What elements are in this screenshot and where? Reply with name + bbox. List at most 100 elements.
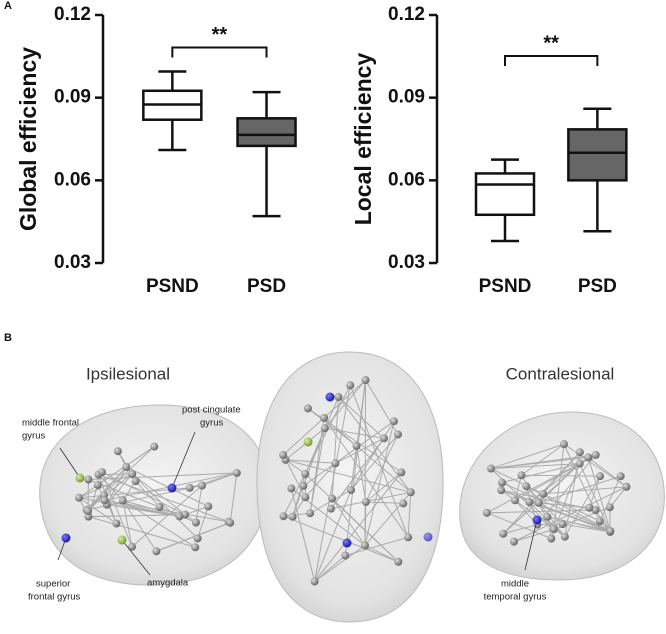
node (522, 482, 530, 490)
node (156, 503, 164, 511)
node (362, 376, 370, 384)
node (394, 430, 402, 438)
node (289, 513, 297, 521)
node (341, 552, 349, 560)
box (568, 129, 626, 180)
box (476, 173, 534, 214)
panel-label: B (4, 332, 12, 344)
node (592, 451, 600, 459)
node (98, 468, 106, 476)
significance: ** (212, 24, 228, 46)
node (279, 451, 287, 459)
node (75, 494, 83, 502)
x-tick-label: PSND (479, 276, 532, 297)
node (606, 503, 614, 511)
y-tick-label: 0.06 (54, 169, 91, 190)
node (362, 498, 370, 506)
node (606, 527, 614, 535)
node (560, 440, 568, 448)
node (114, 447, 122, 455)
node (186, 484, 194, 492)
node (191, 543, 199, 551)
node (198, 481, 206, 489)
region-label: frontal gyrus (28, 592, 81, 603)
node (279, 512, 287, 520)
node (622, 483, 630, 491)
node (346, 381, 354, 389)
node (321, 424, 329, 432)
node (194, 534, 202, 542)
node (399, 499, 407, 507)
brain-title: Contralesional (506, 364, 615, 383)
node (84, 507, 92, 515)
node (596, 517, 604, 525)
node (132, 477, 140, 485)
node (112, 519, 120, 527)
edge (365, 380, 366, 545)
node (525, 498, 533, 506)
node (204, 502, 212, 510)
region-label: post cingulate (182, 405, 241, 416)
node (510, 538, 518, 546)
x-tick-label: PSND (146, 276, 199, 297)
y-tick-label: 0.12 (388, 4, 425, 25)
node (353, 442, 361, 450)
node (498, 479, 506, 487)
panel-label: A (4, 0, 12, 12)
node (561, 533, 569, 541)
node (585, 504, 593, 512)
node (326, 393, 335, 402)
node (547, 535, 555, 543)
node (62, 534, 71, 543)
node (543, 513, 551, 521)
node (301, 493, 309, 501)
node (101, 496, 109, 504)
y-axis-label: Global efficiency (15, 47, 41, 231)
node (487, 465, 495, 473)
y-tick-label: 0.09 (54, 87, 91, 108)
node (511, 496, 519, 504)
region-label: gyrus (22, 431, 45, 442)
y-tick-label: 0.12 (54, 4, 91, 25)
y-tick-label: 0.03 (54, 252, 91, 273)
node (404, 533, 412, 541)
node (497, 486, 505, 494)
y-tick-label: 0.03 (388, 252, 425, 273)
node (122, 463, 130, 471)
node (226, 519, 234, 527)
node (539, 490, 547, 498)
node (192, 519, 200, 527)
significance-bracket (505, 56, 597, 66)
node (499, 530, 507, 538)
significance: ** (543, 32, 559, 54)
node (306, 509, 314, 517)
region-label: superior (36, 579, 70, 590)
node (617, 472, 625, 480)
region-label: temporal gyrus (484, 592, 547, 603)
node (299, 482, 307, 490)
node (304, 438, 313, 447)
node (394, 558, 402, 566)
node (380, 434, 388, 442)
node (361, 541, 369, 549)
node (550, 525, 558, 533)
node (168, 484, 177, 493)
region-label: middle frontal (22, 418, 79, 429)
region-label: gyrus (200, 418, 223, 429)
node (576, 448, 584, 456)
node (347, 486, 355, 494)
node (152, 547, 160, 555)
node (483, 509, 491, 517)
node (176, 512, 184, 520)
box (238, 118, 296, 146)
node (343, 539, 352, 548)
node (328, 495, 336, 503)
y-tick-label: 0.09 (388, 87, 425, 108)
node (84, 475, 92, 483)
node (76, 474, 85, 483)
node (424, 533, 433, 542)
node (327, 505, 335, 513)
node (320, 414, 328, 422)
y-axis-label: Local efficiency (350, 53, 376, 226)
